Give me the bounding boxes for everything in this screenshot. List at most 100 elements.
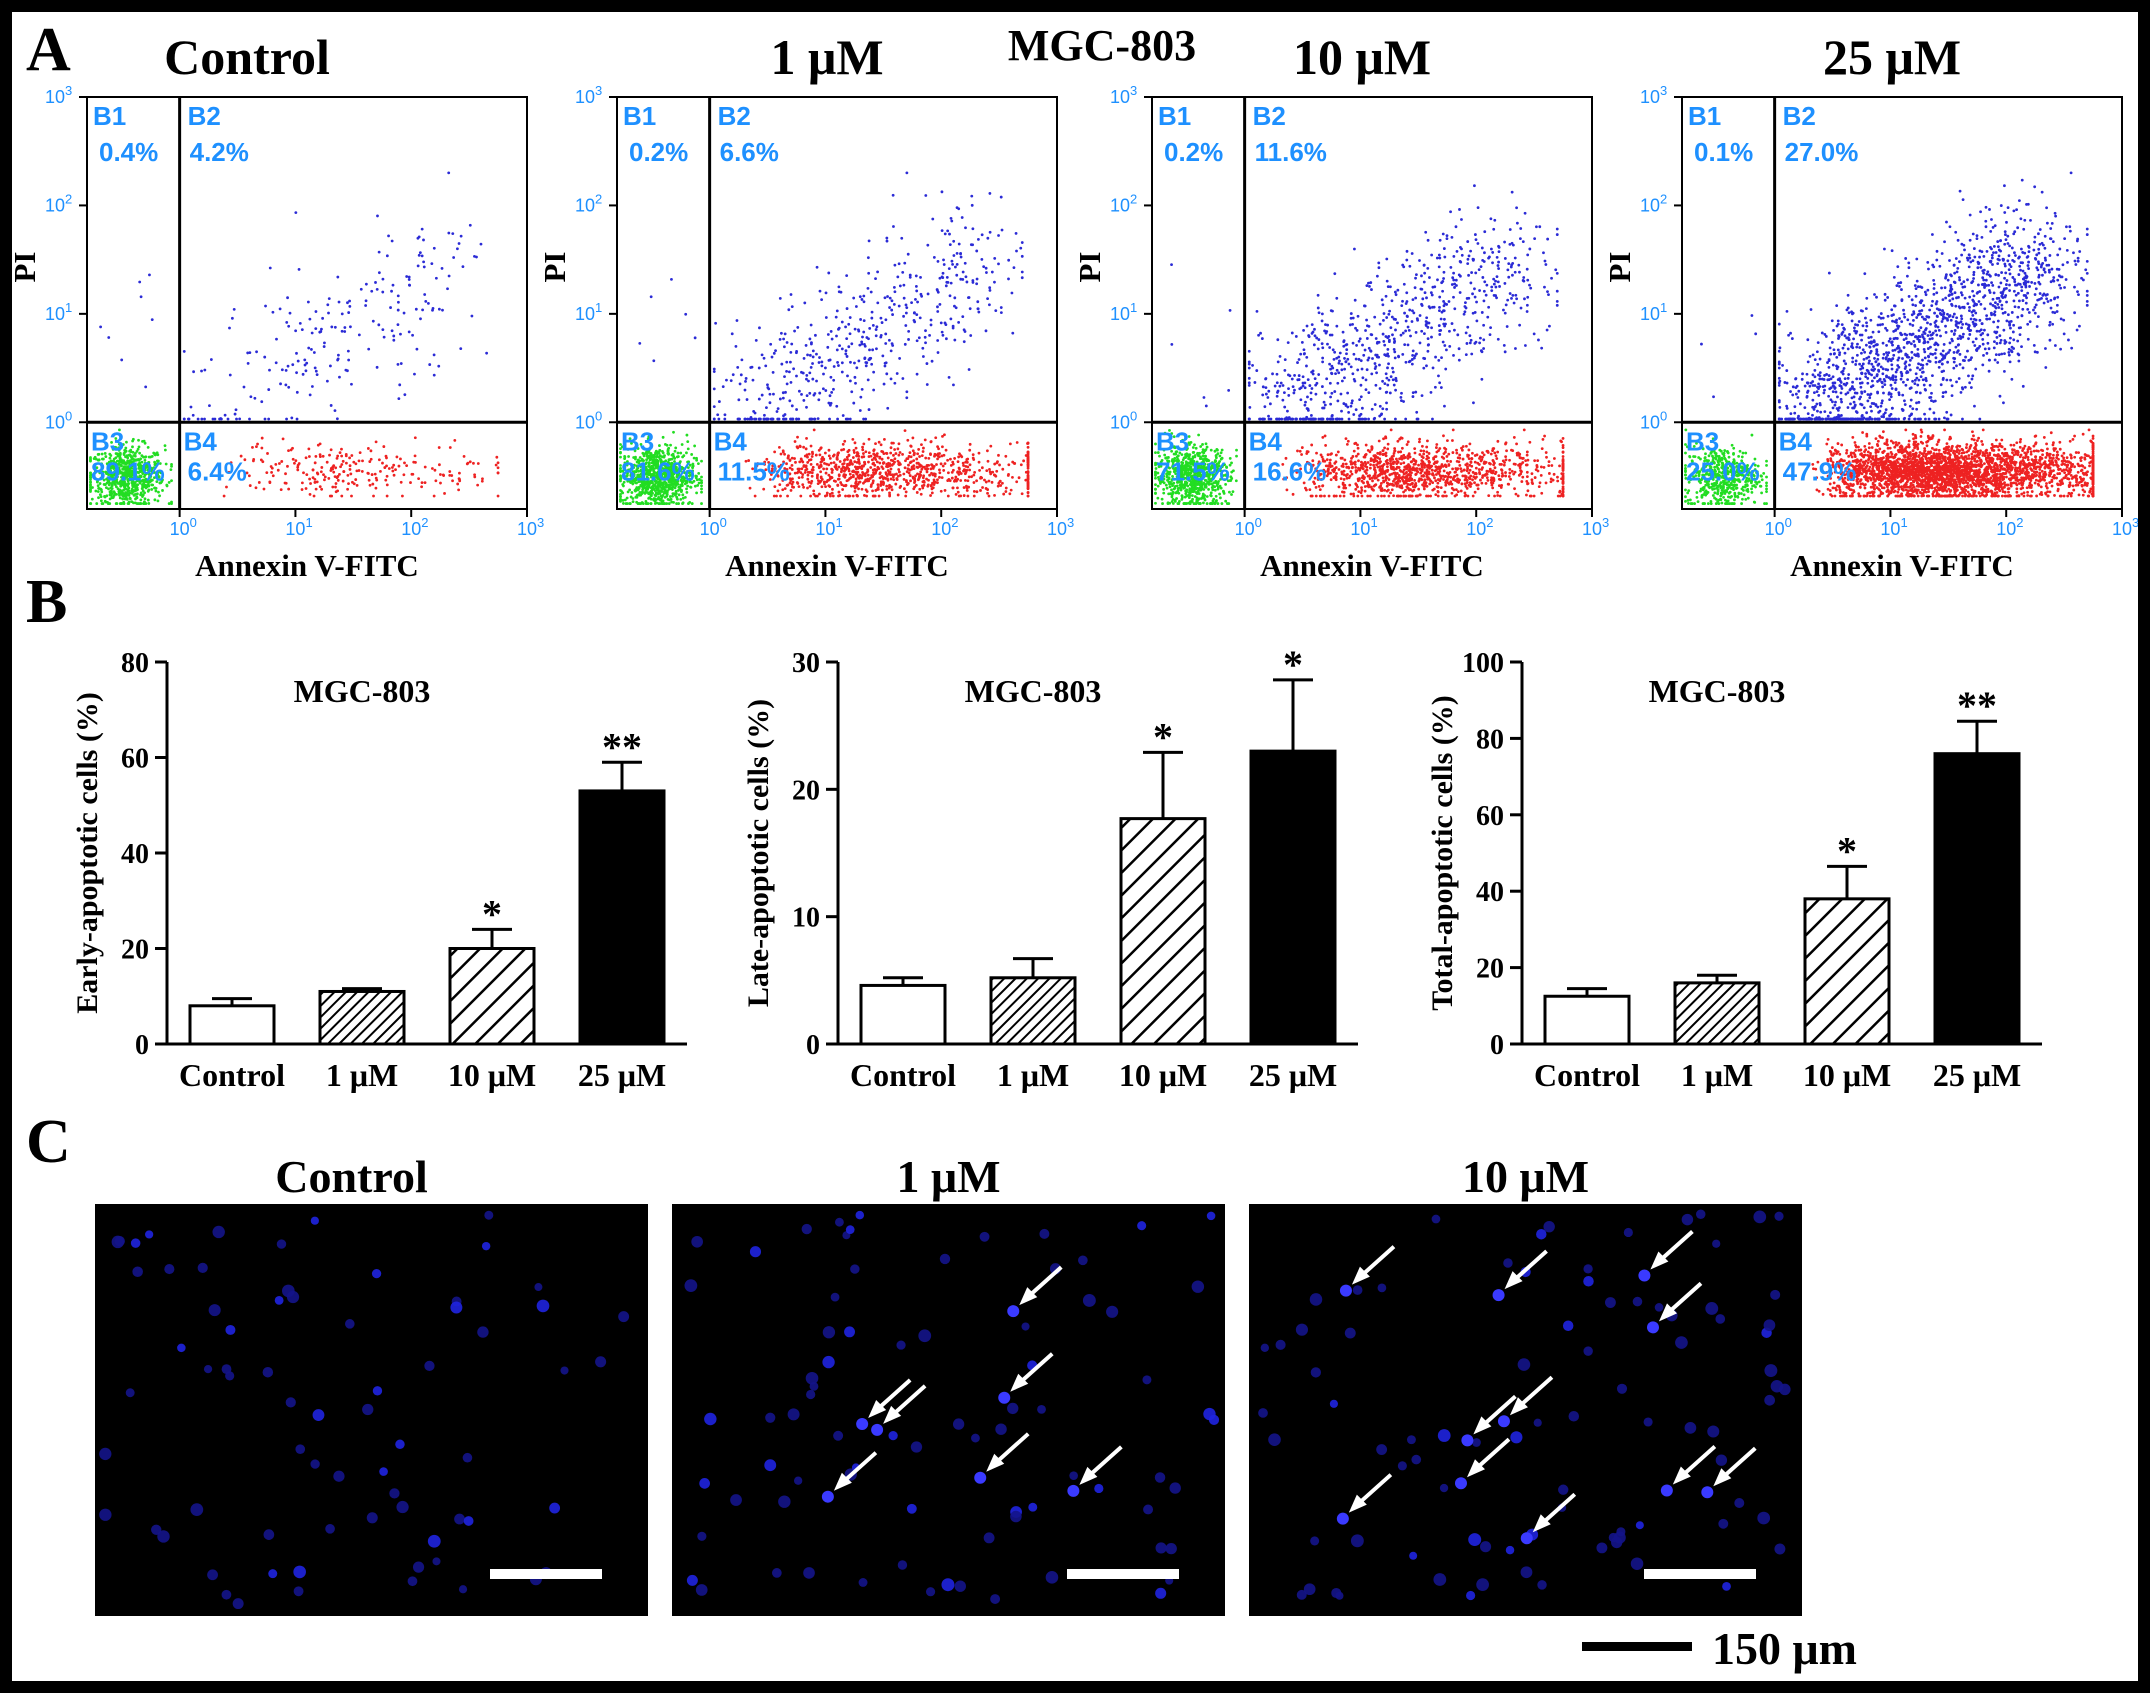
dot-b3 — [655, 501, 659, 505]
dot-b4 — [293, 461, 296, 465]
dot-b4 — [819, 446, 823, 450]
dot-b4 — [850, 484, 853, 488]
dot-b2 — [1020, 270, 1024, 274]
dot-b4 — [841, 442, 845, 446]
dot-b4 — [1471, 451, 1474, 455]
dot-b2 — [768, 401, 772, 405]
dot-b2 — [832, 378, 836, 382]
dot-b2 — [902, 314, 905, 318]
dot-b4 — [371, 482, 375, 486]
dot-b4 — [1529, 494, 1533, 498]
dot-b3 — [666, 449, 670, 453]
flow-title: Control — [164, 29, 330, 85]
dot-b4 — [338, 451, 342, 455]
dot-b4 — [841, 488, 845, 491]
dot-b2 — [778, 296, 782, 300]
dot-b4 — [958, 452, 961, 456]
dot-b4 — [1026, 466, 1030, 470]
dot-b4 — [291, 457, 295, 461]
dot-b4 — [963, 472, 967, 476]
dot-b4 — [1458, 463, 1462, 467]
dot-b4 — [936, 445, 939, 449]
dot-b2 — [975, 277, 979, 281]
dot-b4 — [966, 465, 970, 469]
dot-b4 — [346, 487, 349, 491]
dot-b2 — [828, 394, 832, 398]
dot-b3 — [139, 493, 142, 497]
dot-b2 — [364, 299, 368, 303]
dot-b4 — [802, 485, 805, 489]
dot-b2 — [371, 319, 375, 323]
dot-b2 — [809, 417, 813, 421]
dot-b2 — [940, 330, 944, 334]
dot-b2 — [744, 377, 748, 380]
dot-b2 — [865, 361, 869, 365]
dot-b4 — [824, 485, 827, 489]
dot-b4 — [1497, 474, 1501, 478]
dot-b2 — [988, 192, 992, 195]
dot-b4 — [1392, 452, 1396, 455]
dot-b4 — [1362, 455, 1366, 459]
dot-b4 — [822, 467, 826, 471]
dot-b2 — [860, 298, 864, 301]
dot-b3 — [99, 476, 103, 480]
dot-b4 — [844, 494, 847, 498]
dot-b4 — [1388, 483, 1391, 487]
dot-b2 — [901, 270, 905, 274]
dot-b2 — [294, 211, 298, 215]
dot-b2 — [902, 296, 906, 300]
dot-b2 — [835, 334, 838, 338]
dot-b2 — [967, 368, 971, 371]
dot-b4 — [930, 487, 934, 491]
dot-b2 — [349, 325, 352, 329]
dot-b4 — [1420, 459, 1424, 462]
dot-b3 — [1210, 486, 1214, 489]
dot-b3 — [700, 502, 703, 505]
dot-b2 — [381, 277, 385, 281]
dot-b4 — [984, 480, 988, 484]
dot-b4 — [867, 437, 871, 441]
dot-b3 — [102, 478, 106, 482]
dot-b3 — [654, 449, 658, 453]
dot-b2 — [783, 375, 786, 379]
dot-b3 — [115, 459, 119, 463]
dot-b4 — [946, 494, 950, 498]
dot-b2 — [781, 396, 785, 400]
dot-b4 — [1489, 469, 1493, 473]
dot-b4 — [1561, 444, 1565, 447]
dot-b4 — [1345, 442, 1349, 446]
dot-b4 — [333, 475, 337, 479]
dot-b2 — [422, 265, 426, 269]
dot-b4 — [832, 461, 836, 464]
dot-b2 — [926, 243, 930, 247]
dot-b4 — [779, 494, 782, 498]
dot-b2 — [858, 343, 862, 347]
dot-b2 — [829, 330, 833, 333]
dot-b4 — [374, 486, 378, 490]
dot-b4 — [1012, 461, 1016, 465]
dot-b3 — [661, 499, 665, 503]
dot-b3 — [140, 487, 144, 490]
dot-b4 — [972, 494, 976, 498]
dot-b4 — [1455, 448, 1458, 452]
dot-b2 — [757, 366, 761, 370]
dot-b2 — [795, 408, 798, 411]
dot-b2 — [893, 290, 897, 294]
dot-b4 — [810, 474, 814, 478]
dot-b4 — [962, 486, 966, 489]
dot-b2 — [208, 404, 211, 408]
dot-b4 — [1356, 494, 1360, 498]
dot-b2 — [997, 262, 1000, 266]
dot-b4 — [1397, 450, 1400, 454]
dot-b4 — [434, 479, 438, 483]
dot-b3 — [1192, 451, 1196, 454]
dot-b2 — [903, 261, 907, 265]
dot-b2 — [809, 342, 813, 346]
dot-b4 — [1427, 452, 1431, 455]
dot-b2 — [876, 270, 879, 274]
dot-b4 — [342, 470, 346, 473]
dot-b1 — [148, 273, 151, 277]
dot-b4 — [942, 469, 946, 472]
dot-b4 — [860, 455, 864, 459]
dot-b2 — [420, 254, 424, 258]
